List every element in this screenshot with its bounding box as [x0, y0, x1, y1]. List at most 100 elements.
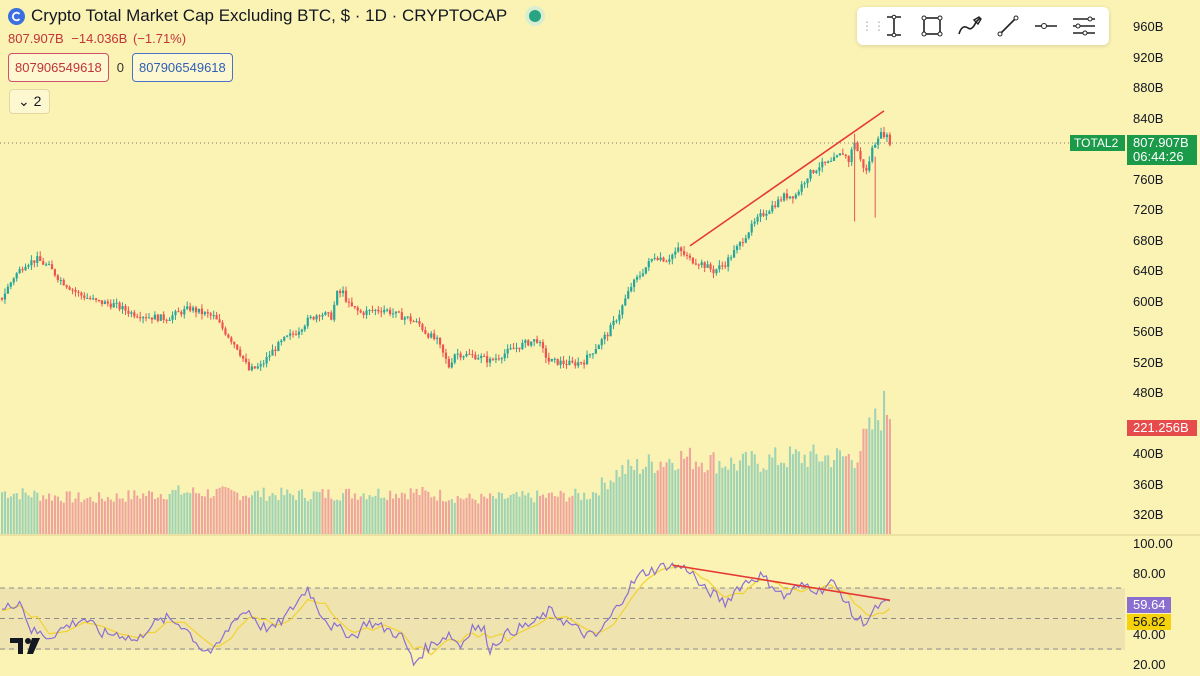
- volume-bar: [827, 455, 830, 534]
- candle-body: [774, 205, 777, 208]
- buy-box[interactable]: 807906549618: [132, 53, 233, 82]
- candle-body: [168, 319, 171, 321]
- volume-bar: [759, 471, 762, 534]
- volume-bar: [321, 489, 324, 534]
- sell-box[interactable]: 807906549618: [8, 53, 109, 82]
- candle-body: [286, 335, 289, 337]
- candle-body: [694, 263, 697, 265]
- volume-bar: [765, 469, 768, 534]
- volume-bar: [803, 454, 806, 534]
- volume-bar: [315, 491, 318, 534]
- candle-body: [45, 264, 48, 266]
- candle-body: [709, 264, 712, 270]
- trendline-icon[interactable]: [989, 9, 1027, 43]
- volume-bar: [703, 472, 706, 534]
- candle-body: [265, 356, 268, 364]
- volume-bar: [768, 454, 771, 534]
- candle-body: [882, 132, 886, 138]
- candle-body: [153, 314, 156, 320]
- volume-bar: [453, 503, 456, 534]
- volume-bar: [621, 464, 624, 534]
- volume-bar: [533, 502, 536, 534]
- candle-body: [433, 333, 436, 340]
- candle-body: [585, 354, 589, 365]
- volume-bar: [580, 499, 583, 534]
- candle-body: [309, 316, 312, 318]
- volume-bar: [39, 500, 42, 534]
- volume-bar: [483, 496, 486, 534]
- price-axis: 960B 920B 880B 840B 760B 720B 680B 640B 600B 560B…: [1070, 19, 1197, 672]
- candle-body: [315, 315, 318, 320]
- brush-icon[interactable]: [951, 9, 989, 43]
- candle-body: [730, 257, 733, 259]
- volume-bar: [148, 490, 151, 534]
- rsi-line: [1, 562, 891, 667]
- volume-bar: [339, 500, 342, 534]
- candle-body: [550, 358, 553, 362]
- candle-body: [659, 257, 662, 261]
- volume-bar: [353, 493, 356, 534]
- volume-bar: [497, 492, 500, 534]
- volume-bar: [509, 495, 512, 534]
- candle-body: [547, 357, 550, 362]
- volume-bar: [856, 462, 859, 534]
- volume-bar: [15, 493, 18, 534]
- candle-body: [347, 301, 351, 303]
- volume-bar: [371, 496, 374, 534]
- candle-body: [224, 328, 227, 335]
- volume-bar: [718, 460, 721, 534]
- candle-body: [209, 313, 212, 316]
- candle-body: [688, 255, 692, 258]
- volume-bar: [156, 497, 159, 534]
- candle-body: [556, 358, 559, 365]
- volume-bar: [506, 497, 509, 534]
- indicators-collapse-button[interactable]: ⌄ 2: [9, 89, 51, 114]
- volume-bar: [459, 498, 462, 534]
- volume-bar: [486, 498, 489, 534]
- menu-icon[interactable]: [1065, 9, 1103, 43]
- volume-bar: [450, 499, 453, 534]
- candle-body: [427, 333, 430, 338]
- volume-bar: [630, 465, 633, 534]
- volume-bar: [674, 470, 677, 534]
- candle-body: [430, 333, 433, 338]
- candle-body: [668, 259, 671, 262]
- rectangle-icon[interactable]: [913, 9, 951, 43]
- volume-bar: [424, 490, 427, 534]
- rsi-tick-label: 40.00: [1133, 627, 1166, 642]
- candle-body: [103, 301, 106, 305]
- volume-bar: [86, 498, 89, 534]
- volume-bar: [883, 390, 886, 534]
- volume-bar: [206, 489, 209, 534]
- candle-body: [680, 247, 683, 252]
- rsi-trendline: [672, 564, 891, 601]
- candle-body: [624, 298, 627, 306]
- candle-body: [715, 269, 718, 274]
- candle-body: [821, 161, 824, 168]
- volume-bar: [797, 451, 800, 534]
- drag-handle-icon[interactable]: ⋮⋮: [861, 19, 885, 33]
- volume-bar: [824, 455, 827, 534]
- volume-bar: [736, 470, 739, 534]
- volume-bar: [403, 493, 406, 534]
- candle-body: [630, 287, 633, 292]
- volume-bar: [647, 454, 650, 534]
- volume-bar: [683, 458, 686, 534]
- candle-body: [230, 337, 233, 342]
- candle-body: [74, 289, 77, 292]
- volume-bar: [171, 489, 174, 534]
- volume-bar: [530, 497, 533, 534]
- candle-body: [594, 349, 597, 354]
- candle-body: [386, 309, 389, 311]
- volume-bar: [409, 488, 412, 534]
- volume-bar: [788, 446, 792, 534]
- candle-body: [112, 303, 115, 308]
- horizontal-ray-icon[interactable]: [1027, 9, 1065, 43]
- volume-bar: [389, 490, 392, 534]
- volume-bar: [756, 463, 759, 534]
- text-cursor-icon[interactable]: [875, 9, 913, 43]
- candle-body: [97, 299, 101, 301]
- candle-body: [312, 316, 315, 320]
- volume-bar: [359, 496, 362, 534]
